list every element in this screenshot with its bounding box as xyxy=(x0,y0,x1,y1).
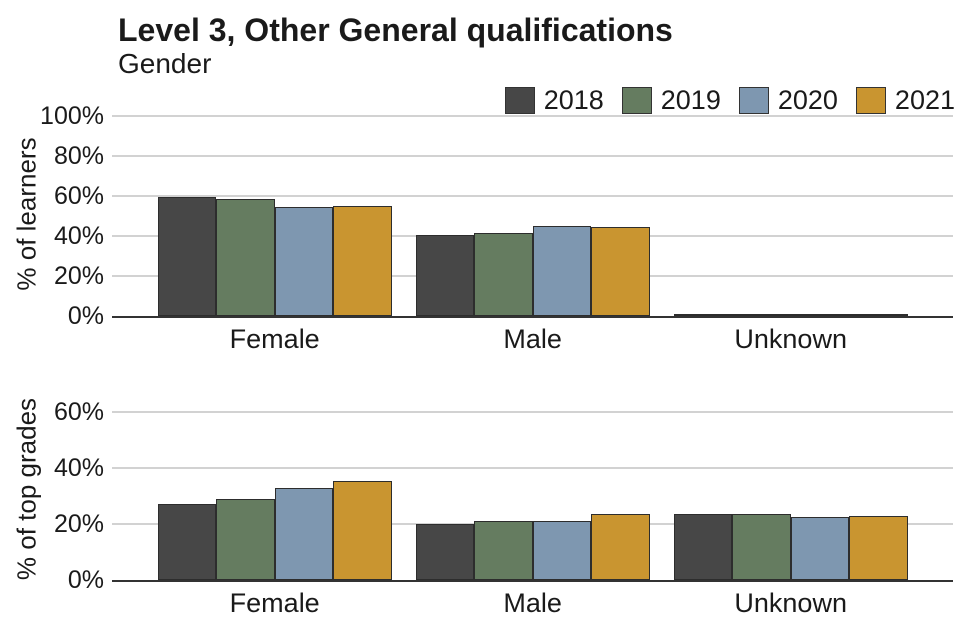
x-category-label-male: Male xyxy=(503,588,562,618)
learners-y-axis-title: % of learners xyxy=(11,137,42,291)
legend-label: 2019 xyxy=(660,84,721,115)
learners-bar-male-2018 xyxy=(415,235,475,316)
legend-swatch-2018 xyxy=(504,86,535,114)
gridline-20 xyxy=(112,523,953,525)
top-grades-bar-male-2019 xyxy=(474,521,533,580)
learners-bar-female-2020 xyxy=(274,207,334,316)
top-grades-bar-unknown-2020 xyxy=(790,517,850,580)
x-category-label-unknown: Unknown xyxy=(734,324,847,354)
learners-bar-male-2021 xyxy=(591,227,650,316)
y-tick-label-20: 20% xyxy=(53,262,104,290)
top-grades-bar-female-2019 xyxy=(216,498,275,580)
x-category-label-unknown: Unknown xyxy=(734,588,847,618)
legend-label: 2021 xyxy=(894,84,955,115)
top-grades-y-axis-title: % of top grades xyxy=(11,397,42,581)
top-grades-bar-male-2020 xyxy=(532,521,592,580)
legend-swatch-2021 xyxy=(855,86,886,114)
top-grades-plot-area xyxy=(112,398,953,582)
gridline-20 xyxy=(112,275,953,277)
top-grades-bar-female-2020 xyxy=(274,487,334,580)
top-grades-bar-female-2018 xyxy=(157,504,217,580)
top-grades-bar-unknown-2021 xyxy=(849,515,908,580)
learners-bar-female-2018 xyxy=(157,197,217,316)
chart-legend: 2018 2019 2020 2021 xyxy=(0,84,955,116)
y-tick-label-0: 0% xyxy=(67,302,104,330)
top-grades-bar-male-2018 xyxy=(415,524,475,580)
learners-bar-female-2021 xyxy=(333,206,392,316)
page-title: Level 3, Other General qualifications xyxy=(118,12,673,48)
learners-plot-area xyxy=(112,112,953,318)
learners-bar-male-2020 xyxy=(532,226,592,316)
gridline-40 xyxy=(112,467,953,469)
legend-swatch-2019 xyxy=(621,86,652,114)
legend-item-2020: 2020 xyxy=(738,84,838,115)
top-grades-bar-unknown-2018 xyxy=(673,514,733,580)
legend-label: 2018 xyxy=(543,84,604,115)
gridline-40 xyxy=(112,235,953,237)
y-tick-label-40: 40% xyxy=(53,222,104,250)
legend-item-2018: 2018 xyxy=(504,84,604,115)
gridline-60 xyxy=(112,411,953,413)
learners-bar-unknown-2020 xyxy=(790,314,850,316)
learners-bar-male-2019 xyxy=(474,233,533,316)
learners-bar-unknown-2021 xyxy=(849,314,908,316)
top-grades-bar-male-2021 xyxy=(591,514,650,580)
x-category-label-male: Male xyxy=(503,324,562,354)
x-category-label-female: Female xyxy=(229,588,320,618)
gridline-80 xyxy=(112,155,953,157)
top-grades-bar-female-2021 xyxy=(333,480,392,580)
legend-item-2019: 2019 xyxy=(621,84,721,115)
gridline-60 xyxy=(112,195,953,197)
learners-bar-unknown-2019 xyxy=(732,314,791,316)
y-tick-label-80: 80% xyxy=(53,142,104,170)
legend-label: 2020 xyxy=(777,84,838,115)
y-tick-label-40: 40% xyxy=(53,454,104,482)
page-subtitle: Gender xyxy=(118,48,212,79)
learners-bar-female-2019 xyxy=(216,199,275,316)
top-grades-bar-unknown-2019 xyxy=(732,514,791,580)
legend-item-2021: 2021 xyxy=(855,84,955,115)
learners-bar-unknown-2018 xyxy=(673,314,733,316)
y-tick-label-60: 60% xyxy=(53,398,104,426)
y-tick-label-60: 60% xyxy=(53,182,104,210)
legend-swatch-2020 xyxy=(738,86,769,114)
y-tick-label-0: 0% xyxy=(67,566,104,594)
y-tick-label-20: 20% xyxy=(53,510,104,538)
x-category-label-female: Female xyxy=(229,324,320,354)
